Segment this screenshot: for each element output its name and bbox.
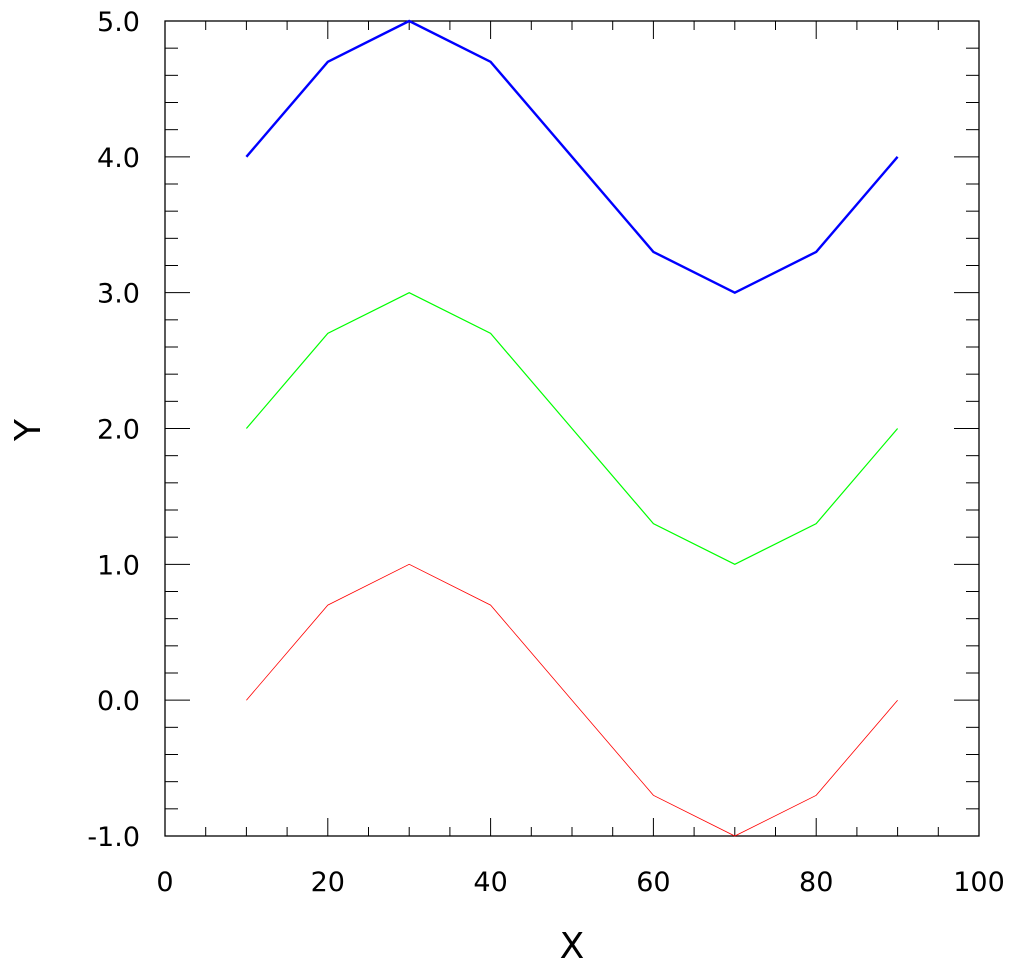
y-tick-label: 0.0 <box>97 686 140 717</box>
y-tick-label: 1.0 <box>97 550 140 581</box>
x-tick-label: 100 <box>953 867 1005 898</box>
y-tick-label: 4.0 <box>97 143 140 174</box>
series-line-3 <box>246 563 898 837</box>
y-tick-label: 2.0 <box>97 415 140 446</box>
y-axis-title: Y <box>8 418 49 442</box>
y-tick-label: -1.0 <box>87 822 140 853</box>
x-axis-title: X <box>560 926 585 967</box>
x-tick-label: 80 <box>799 867 833 898</box>
x-tick-label: 40 <box>473 867 507 898</box>
x-tick-label: 0 <box>156 867 173 898</box>
series-line-2 <box>245 292 899 565</box>
y-tick-label: 5.0 <box>97 7 140 38</box>
x-tick-label: 20 <box>311 867 345 898</box>
x-tick-label: 60 <box>636 867 670 898</box>
y-tick-label: 3.0 <box>97 279 140 310</box>
series-line-1 <box>245 19 899 295</box>
